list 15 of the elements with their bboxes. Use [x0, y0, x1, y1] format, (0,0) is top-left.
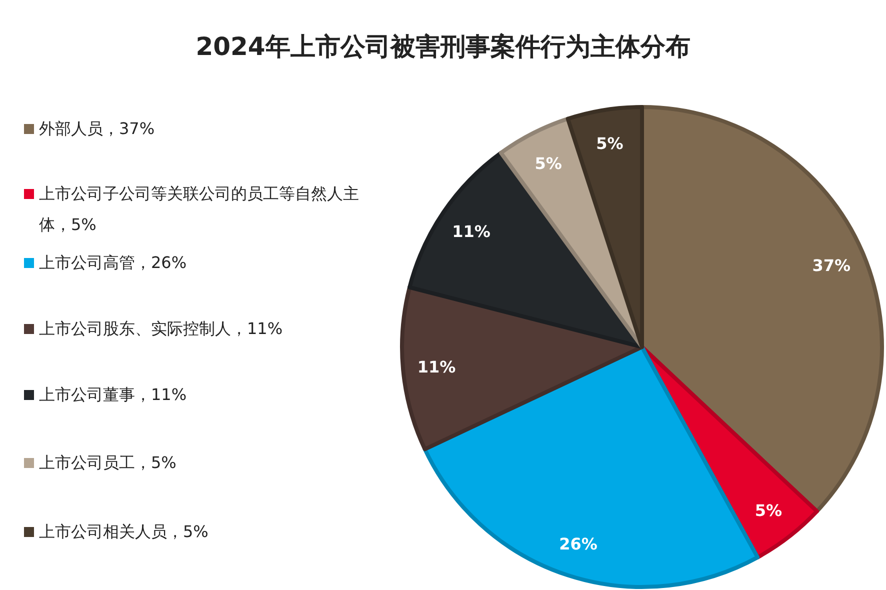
legend-label: 上市公司员工，5%: [39, 452, 176, 474]
data-label: 5%: [534, 154, 562, 174]
data-label: 37%: [812, 256, 851, 276]
data-label: 5%: [754, 501, 782, 520]
data-label: 11%: [452, 222, 490, 241]
data-label: 26%: [559, 534, 598, 554]
legend-label: 上市公司子公司等关联公司的员工等自然人主体，5%: [39, 183, 360, 236]
legend-label: 上市公司股东、实际控制人，11%: [39, 318, 283, 340]
legend-label: 上市公司相关人员，5%: [39, 521, 208, 543]
legend-label: 外部人员，37%: [39, 118, 155, 140]
data-label: 11%: [417, 357, 456, 376]
legend-label: 上市公司董事，11%: [39, 384, 187, 406]
legend-label: 上市公司高管，26%: [39, 252, 187, 274]
data-label: 5%: [596, 134, 624, 154]
chart-title: 2024年上市公司被害刑事案件行为主体分布: [196, 32, 690, 61]
